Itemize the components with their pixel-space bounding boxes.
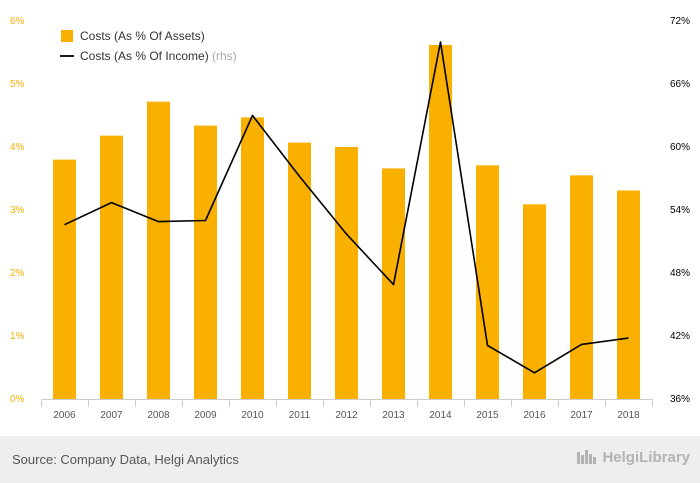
helgi-library-logo[interactable]: HelgiLibrary — [576, 448, 690, 466]
x-tick-label: 2014 — [429, 410, 452, 421]
bar-2011 — [288, 142, 311, 399]
bar-2007 — [100, 135, 123, 399]
y-right-tick-label: 36% — [670, 394, 690, 405]
y-right-tick-label: 48% — [670, 268, 690, 279]
x-tick-label: 2009 — [194, 410, 217, 421]
y-right-tick-label: 66% — [670, 79, 690, 90]
legend-label-assets: Costs (As % Of Assets) — [80, 29, 205, 43]
y-right-tick-label: 42% — [670, 331, 690, 342]
y-right-tick-label: 60% — [670, 142, 690, 153]
bar-2018 — [617, 190, 640, 399]
x-tick-label: 2018 — [617, 410, 640, 421]
bar-2008 — [147, 101, 170, 399]
x-tick-label: 2006 — [53, 410, 76, 421]
x-tick-label: 2015 — [476, 410, 499, 421]
y-left-tick-label: 3% — [10, 205, 25, 216]
source-note: Source: Company Data, Helgi Analytics — [12, 452, 239, 467]
legend-bar-swatch — [61, 30, 73, 42]
bar-2006 — [53, 159, 76, 399]
legend-label-income: Costs (As % Of Income) (rhs) — [80, 49, 237, 63]
y-left-tick-label: 1% — [10, 331, 25, 342]
x-tick-label: 2012 — [335, 410, 358, 421]
bar-2010 — [241, 117, 264, 399]
bar-2017 — [570, 175, 593, 399]
y-left-tick-label: 5% — [10, 79, 25, 90]
y-left-tick-label: 4% — [10, 142, 25, 153]
bar-2016 — [523, 204, 546, 399]
y-right-tick-label: 54% — [670, 205, 690, 216]
chart: 0% 1% 2% 3% 4% 5% 6% 36% 42% 48% 54% 60% 66% 72% 2006 2… — [10, 16, 690, 421]
x-tick-label: 2011 — [289, 410, 311, 421]
x-tick-label: 2007 — [100, 410, 123, 421]
x-tick-label: 2008 — [147, 410, 170, 421]
y-right-tick-label: 72% — [670, 16, 690, 27]
library-icon — [577, 450, 597, 464]
x-tick-label: 2016 — [523, 410, 546, 421]
legend-rhs-suffix: (rhs) — [212, 49, 237, 63]
x-tick-label: 2010 — [241, 410, 264, 421]
y-left-tick-label: 6% — [10, 16, 25, 27]
logo-text: HelgiLibrary — [602, 448, 690, 466]
bar-2014 — [429, 44, 452, 399]
y-left-tick-label: 0% — [10, 394, 25, 405]
x-tick-label: 2017 — [570, 410, 593, 421]
bar-2015 — [476, 165, 499, 399]
income-ratio-line — [64, 41, 629, 374]
bar-2012 — [335, 147, 358, 399]
y-left-tick-label: 2% — [10, 268, 25, 279]
footer: Source: Company Data, Helgi Analytics He… — [0, 436, 700, 483]
bar-2009 — [194, 125, 217, 399]
x-tick-label: 2013 — [382, 410, 405, 421]
